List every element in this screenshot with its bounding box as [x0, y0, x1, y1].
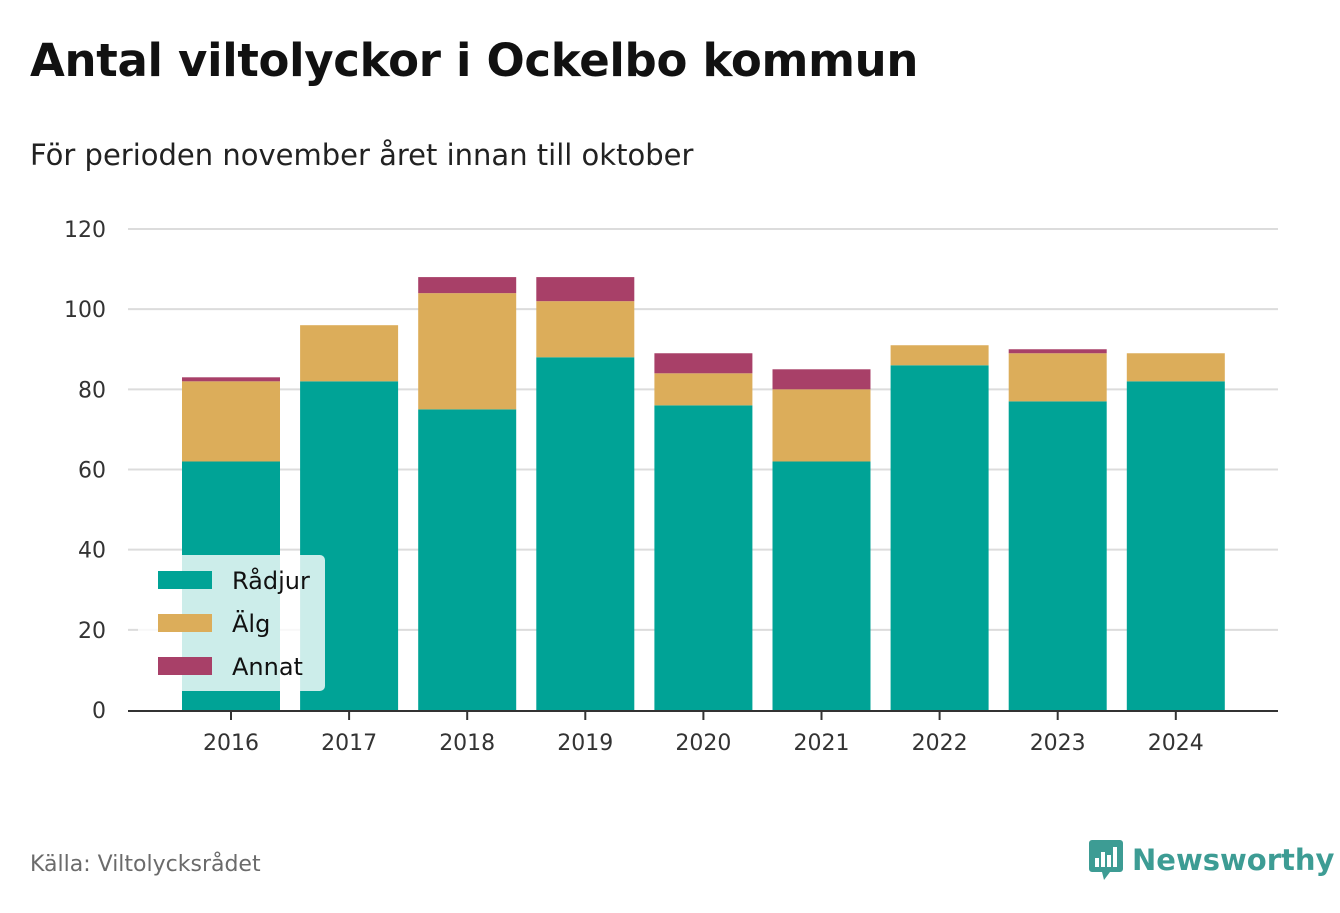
bar-2021-annat — [772, 369, 871, 390]
bar-2023-rådjur — [1008, 401, 1107, 710]
chart-title: Antal viltolyckor i Ockelbo kommun — [30, 34, 919, 87]
y-tick-label: 120 — [64, 218, 106, 243]
y-tick-label: 20 — [78, 619, 106, 644]
x-tick-label: 2024 — [1148, 731, 1204, 756]
x-tick-label: 2022 — [912, 731, 968, 756]
bar-2022-älg — [890, 345, 989, 366]
y-tick-label: 100 — [64, 298, 106, 323]
bar-2020-annat — [654, 353, 753, 374]
legend-label: Annat — [232, 653, 303, 681]
bar-2019-älg — [536, 301, 635, 358]
bar-2024-älg — [1126, 353, 1225, 382]
legend: Rådjur Älg Annat — [138, 555, 325, 691]
legend-label: Rådjur — [232, 566, 310, 595]
x-tick-label: 2018 — [439, 731, 495, 756]
bar-2023-annat — [1008, 349, 1107, 354]
bars — [182, 277, 1225, 710]
bar-2016-annat — [182, 377, 280, 382]
x-tick-label: 2020 — [675, 731, 731, 756]
bar-2019-rådjur — [536, 357, 635, 710]
legend-swatch — [158, 571, 212, 589]
bar-2020-rådjur — [654, 405, 753, 710]
y-tick-label: 60 — [78, 459, 106, 484]
source-note: Källa: Viltolycksrådet — [30, 852, 261, 877]
chart-subtitle: För perioden november året innan till ok… — [30, 138, 694, 172]
legend-label: Älg — [232, 609, 270, 638]
x-tick-label: 2023 — [1030, 731, 1086, 756]
bar-2022-rådjur — [890, 365, 989, 710]
bar-2020-älg — [654, 373, 753, 406]
legend-swatch — [158, 657, 212, 675]
brand-name: Newsworthy — [1132, 843, 1335, 877]
bar-2017-älg — [300, 325, 399, 382]
x-tick-label: 2019 — [557, 731, 613, 756]
x-tick-label: 2017 — [321, 731, 377, 756]
brand-logo: Newsworthy — [1088, 838, 1334, 882]
bar-2019-annat — [536, 277, 635, 302]
bar-2016-älg — [182, 381, 280, 462]
newsworthy-logo-icon — [1089, 840, 1123, 880]
x-axis-ticks: 2016 2017 2018 2019 2020 2021 2022 2023 2024 — [203, 711, 1204, 756]
bar-2018-rådjur — [418, 409, 517, 710]
x-tick-label: 2016 — [203, 731, 259, 756]
bar-2018-annat — [418, 277, 517, 294]
legend-swatch — [158, 614, 212, 632]
x-tick-label: 2021 — [794, 731, 850, 756]
bar-2018-älg — [418, 293, 517, 410]
bar-2021-rådjur — [772, 461, 871, 710]
y-tick-label: 80 — [78, 378, 106, 403]
bar-2023-älg — [1008, 353, 1107, 402]
y-tick-label: 0 — [92, 699, 106, 724]
y-axis-ticks: 0 20 40 60 80 100 120 — [64, 218, 106, 724]
bar-2024-rådjur — [1126, 381, 1225, 710]
bar-2021-älg — [772, 389, 871, 462]
y-tick-label: 40 — [78, 539, 106, 564]
